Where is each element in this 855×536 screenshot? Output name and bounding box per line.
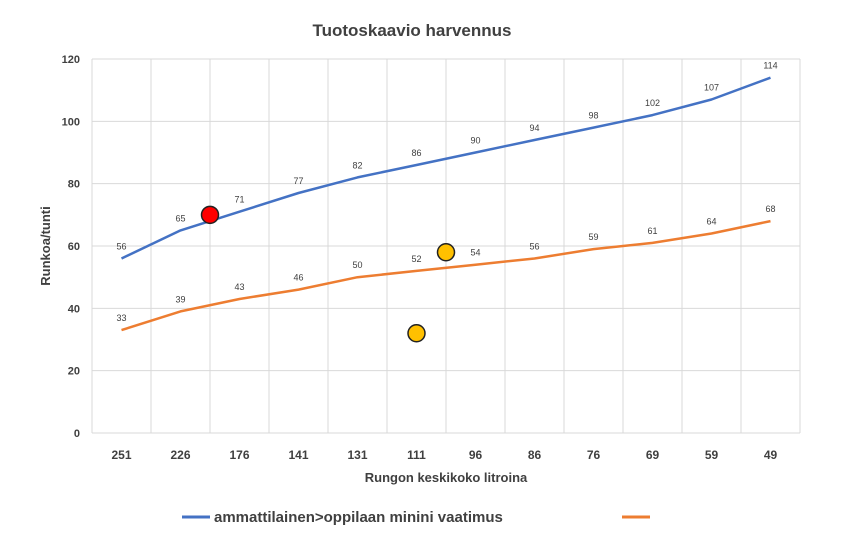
x-tick-label: 111 (407, 448, 426, 462)
x-axis-ticks: 251 226 176 141 131 111 96 86 76 69 59 49 (111, 448, 777, 462)
y-tick-label: 20 (68, 366, 80, 378)
x-tick-label: 96 (469, 448, 483, 462)
data-label: 64 (706, 217, 716, 227)
data-label: 54 (470, 248, 480, 258)
data-label: 107 (704, 83, 719, 93)
data-label: 82 (352, 160, 362, 170)
data-label: 94 (529, 123, 539, 133)
legend-label-series-1: ammattilainen>oppilaan minini vaatimus (214, 509, 503, 526)
x-tick-label: 59 (705, 448, 719, 462)
series-line-2 (121, 219, 771, 332)
x-tick-label: 141 (288, 448, 308, 462)
data-label: 86 (411, 148, 421, 158)
data-label: 43 (234, 282, 244, 292)
x-tick-label: 76 (587, 448, 601, 462)
data-label: 46 (293, 273, 303, 283)
chart-title: Tuotoskaavio harvennus (312, 21, 511, 40)
y-tick-label: 100 (62, 116, 80, 128)
highlight-marker (407, 324, 426, 343)
data-label: 61 (647, 226, 657, 236)
data-label: 77 (293, 176, 303, 186)
data-label: 98 (588, 111, 598, 121)
legend: ammattilainen>oppilaan minini vaatimus (182, 509, 650, 526)
y-axis-label: Runkoa/tunti (38, 206, 53, 285)
data-label: 114 (763, 61, 777, 71)
data-label: 71 (234, 195, 244, 205)
data-label: 56 (529, 241, 539, 251)
highlight-marker (200, 205, 220, 225)
data-label: 39 (175, 294, 185, 304)
data-label: 90 (470, 136, 480, 146)
data-label: 52 (411, 254, 421, 264)
markers (200, 205, 456, 343)
data-label: 50 (352, 260, 362, 270)
y-tick-label: 120 (62, 54, 80, 66)
data-label: 33 (116, 313, 126, 323)
series: 56 65 71 77 82 86 90 94 98 102 107 114 33 39 43 46 50 52 5… (116, 61, 778, 332)
y-tick-label: 60 (68, 241, 80, 253)
x-tick-label: 251 (111, 448, 131, 462)
series-line-1 (120, 76, 771, 260)
x-tick-label: 49 (764, 448, 778, 462)
x-tick-label: 131 (347, 448, 367, 462)
x-tick-label: 226 (170, 448, 190, 462)
x-tick-label: 176 (229, 448, 249, 462)
data-label: 56 (116, 241, 126, 251)
data-label: 68 (765, 204, 775, 214)
x-axis-label: Rungon keskikoko litroina (365, 470, 528, 485)
y-axis-ticks: 0 20 40 60 80 100 120 (62, 54, 80, 440)
x-tick-label: 86 (528, 448, 542, 462)
highlight-marker (436, 242, 456, 262)
y-tick-label: 80 (68, 179, 80, 191)
data-label: 59 (588, 232, 598, 242)
data-label: 102 (645, 98, 660, 108)
data-label: 65 (175, 213, 185, 223)
y-tick-label: 40 (68, 303, 80, 315)
y-tick-label: 0 (74, 428, 80, 440)
x-tick-label: 69 (646, 448, 660, 462)
